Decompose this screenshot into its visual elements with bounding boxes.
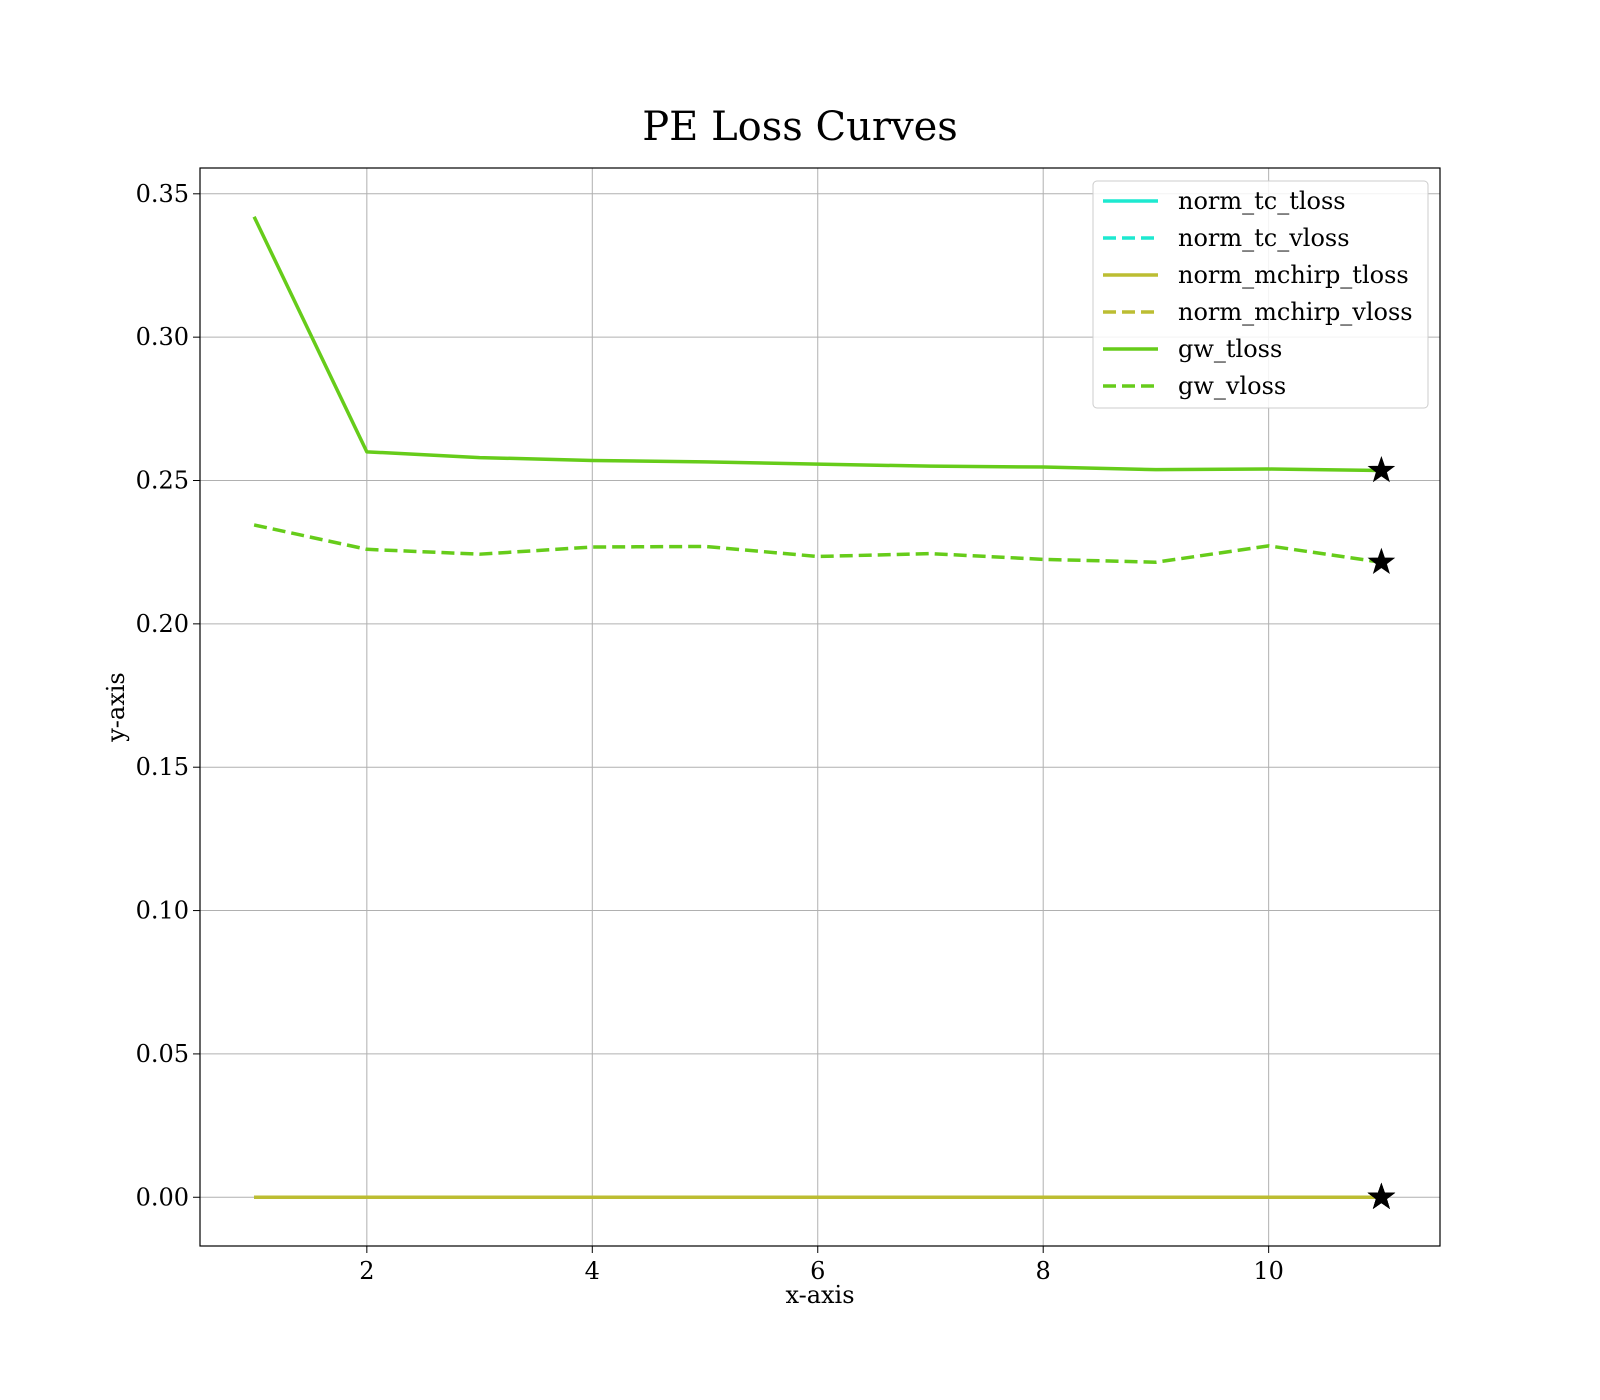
y-tick-label: 0.15 bbox=[136, 753, 189, 781]
legend-label-norm_tc_vloss: norm_tc_vloss bbox=[1178, 224, 1350, 252]
y-tick-label: 0.20 bbox=[136, 610, 189, 638]
x-tick-label: 6 bbox=[810, 1257, 825, 1285]
legend-label-norm_tc_tloss: norm_tc_tloss bbox=[1178, 187, 1346, 215]
y-ticks: 0.00 0.05 0.10 0.15 0.20 0.25 0.30 0.35 bbox=[136, 180, 200, 1211]
legend-label-norm_mchirp_vloss: norm_mchirp_vloss bbox=[1178, 298, 1413, 326]
x-axis-label: x-axis bbox=[785, 1281, 854, 1309]
legend-label-norm_mchirp_tloss: norm_mchirp_tloss bbox=[1178, 261, 1409, 289]
y-axis-label: y-axis bbox=[102, 672, 130, 743]
plot-area-frame bbox=[199, 167, 1441, 1247]
end-markers bbox=[1367, 455, 1396, 1210]
legend-box bbox=[1092, 180, 1429, 409]
chart-title: PE Loss Curves bbox=[642, 104, 958, 150]
series-line-gw_tloss bbox=[252, 215, 1382, 473]
legend-label-gw_vloss: gw_vloss bbox=[1178, 372, 1286, 400]
legend: norm_tc_tloss norm_tc_vloss norm_mchirp_tl… bbox=[1092, 180, 1429, 409]
x-ticks: 2 4 6 8 10 bbox=[359, 1246, 1284, 1285]
x-tick-label: 2 bbox=[359, 1257, 374, 1285]
y-tick-label: 0.10 bbox=[136, 897, 189, 925]
y-tick-label: 0.05 bbox=[136, 1040, 189, 1068]
y-tick-label: 0.00 bbox=[136, 1183, 189, 1211]
legend-label-gw_tloss: gw_tloss bbox=[1178, 335, 1282, 363]
series-lines bbox=[252, 215, 1382, 1200]
end-marker-norm_mchirp_vloss bbox=[1367, 1182, 1396, 1210]
y-tick-label: 0.30 bbox=[136, 323, 189, 351]
x-tick-label: 4 bbox=[585, 1257, 600, 1285]
series-line-gw_vloss bbox=[253, 523, 1382, 564]
x-tick-label: 10 bbox=[1253, 1257, 1284, 1285]
end-marker-gw_tloss bbox=[1367, 455, 1396, 483]
end-marker-gw_vloss bbox=[1367, 547, 1396, 574]
x-tick-label: 8 bbox=[1036, 1257, 1051, 1285]
y-tick-label: 0.35 bbox=[136, 180, 189, 208]
y-tick-label: 0.25 bbox=[136, 467, 189, 495]
